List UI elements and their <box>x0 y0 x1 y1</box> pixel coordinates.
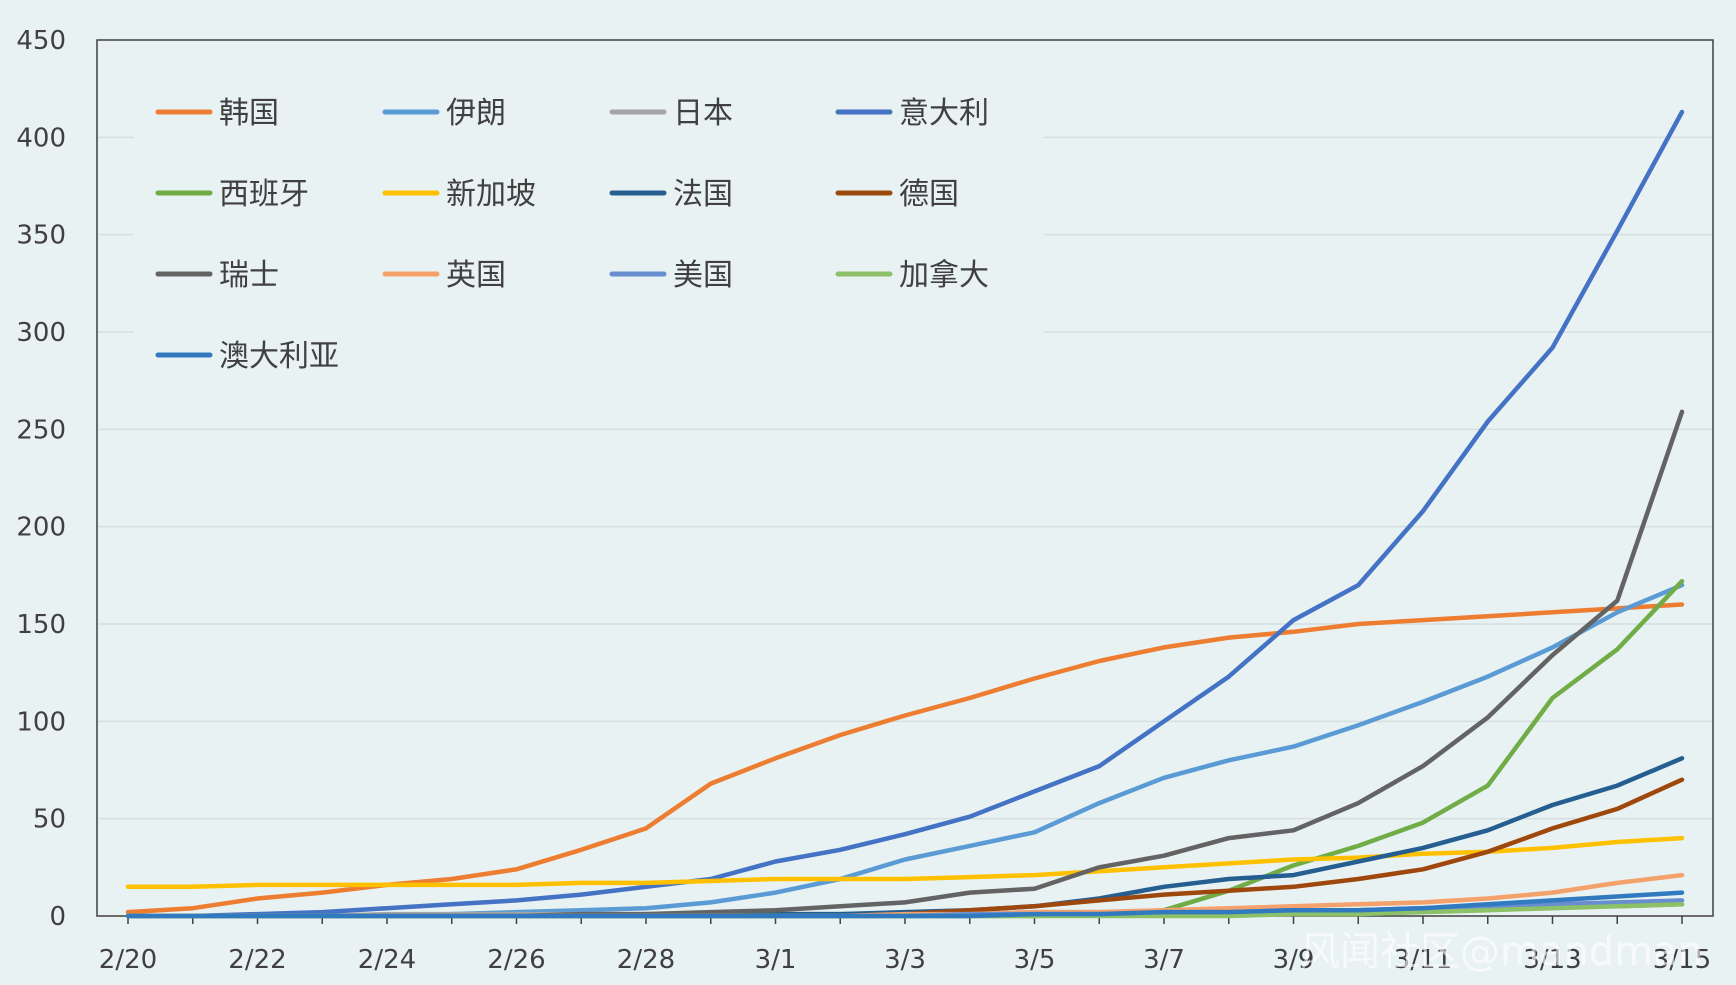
x-tick-label: 3/13 <box>1523 945 1581 975</box>
x-tick-label: 3/1 <box>755 945 797 975</box>
y-tick-label: 350 <box>16 221 66 251</box>
series-line-7 <box>125 777 1685 919</box>
series-line-0 <box>125 602 1685 915</box>
x-tick-label: 2/22 <box>228 945 286 975</box>
x-tick-label: 2/24 <box>358 945 416 975</box>
y-tick-label: 100 <box>16 707 66 737</box>
legend-label: 加拿大 <box>899 258 989 293</box>
x-tick-label: 2/28 <box>617 945 675 975</box>
y-tick-label: 300 <box>16 318 66 348</box>
legend-label: 意大利 <box>899 96 989 131</box>
y-tick-label: 0 <box>49 902 66 932</box>
x-tick-label: 3/15 <box>1653 945 1711 975</box>
legend-label: 美国 <box>673 258 733 293</box>
y-tick-label: 400 <box>16 123 66 153</box>
x-tick-label: 3/9 <box>1273 945 1315 975</box>
watermark-text: 风闻社区@mandman <box>1300 929 1703 975</box>
legend-label: 德国 <box>899 177 959 212</box>
y-tick-label: 50 <box>33 805 66 835</box>
x-tick-label: 3/7 <box>1143 945 1185 975</box>
series-lines <box>125 109 1685 919</box>
legend-background <box>134 70 1044 380</box>
legend-label: 伊朗 <box>446 96 506 131</box>
series-line-6 <box>125 756 1685 919</box>
legend-label: 西班牙 <box>219 177 309 212</box>
x-tick-label: 3/3 <box>884 945 926 975</box>
series-line-1 <box>125 582 1685 919</box>
y-axis: 0 50 100 150 200 250 300 350 400 450 <box>16 26 66 932</box>
legend-label: 新加坡 <box>446 177 536 212</box>
legend-label: 法国 <box>673 177 733 212</box>
legend-label: 瑞士 <box>219 258 279 293</box>
x-tick-label: 3/11 <box>1394 945 1452 975</box>
y-tick-label: 250 <box>16 415 66 445</box>
y-tick-label: 150 <box>16 610 66 640</box>
x-tick-label: 3/5 <box>1014 945 1056 975</box>
legend-label: 日本 <box>673 96 733 131</box>
y-tick-label: 450 <box>16 26 66 56</box>
legend-label: 澳大利亚 <box>219 339 339 374</box>
legend-label: 英国 <box>446 258 506 293</box>
y-tick-label: 200 <box>16 513 66 543</box>
series-line-5 <box>125 835 1685 890</box>
series-line-3 <box>125 109 1685 919</box>
series-line-12 <box>125 890 1685 919</box>
x-tick-label: 2/20 <box>99 945 157 975</box>
legend-label: 韩国 <box>219 96 279 131</box>
x-axis: 2/20 2/22 2/24 2/26 2/28 3/1 3/3 3/5 3/7 3/9 3/11 3… <box>99 916 1711 975</box>
x-tick-label: 2/26 <box>487 945 545 975</box>
